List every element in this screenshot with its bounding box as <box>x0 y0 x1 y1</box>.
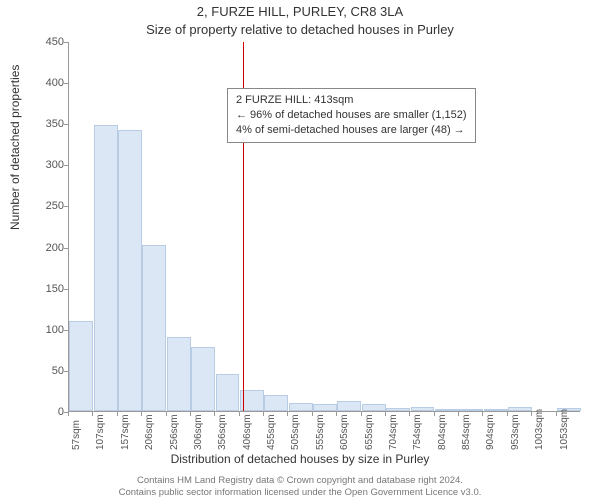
x-axis-label: Distribution of detached houses by size … <box>0 452 600 466</box>
y-tick-mark <box>64 289 68 290</box>
x-tick-mark <box>434 412 435 416</box>
histogram-bar <box>459 409 483 411</box>
y-tick-mark <box>64 371 68 372</box>
x-tick-label: 1003sqm <box>534 409 545 450</box>
y-tick-label: 450 <box>34 36 64 48</box>
histogram-bar <box>264 395 288 411</box>
x-tick-mark <box>361 412 362 416</box>
y-axis-label: Number of detached properties <box>8 65 22 230</box>
x-tick-mark <box>336 412 337 416</box>
x-tick-label: 356sqm <box>217 414 228 450</box>
y-tick-label: 400 <box>34 77 64 89</box>
x-tick-label: 605sqm <box>339 414 350 450</box>
x-tick-label: 57sqm <box>71 420 82 450</box>
x-tick-mark <box>287 412 288 416</box>
y-tick-mark <box>64 124 68 125</box>
y-tick-label: 100 <box>34 324 64 336</box>
x-tick-mark <box>385 412 386 416</box>
x-tick-label: 107sqm <box>95 414 106 450</box>
x-tick-mark <box>190 412 191 416</box>
histogram-bar <box>362 404 386 411</box>
x-tick-label: 256sqm <box>169 414 180 450</box>
x-tick-mark <box>166 412 167 416</box>
histogram-bar <box>142 245 166 411</box>
histogram-bar <box>216 374 240 411</box>
x-tick-label: 1053sqm <box>559 409 570 450</box>
info-box: 2 FURZE HILL: 413sqm ← 96% of detached h… <box>227 88 476 143</box>
x-tick-label: 804sqm <box>437 414 448 450</box>
y-tick-mark <box>64 83 68 84</box>
x-tick-mark <box>531 412 532 416</box>
x-tick-mark <box>263 412 264 416</box>
histogram-bar <box>484 409 508 411</box>
footer-line-2: Contains public sector information licen… <box>0 487 600 498</box>
histogram-bar <box>411 407 435 411</box>
x-tick-mark <box>312 412 313 416</box>
footer: Contains HM Land Registry data © Crown c… <box>0 475 600 498</box>
histogram-bar <box>118 130 142 411</box>
y-tick-mark <box>64 248 68 249</box>
x-tick-label: 306sqm <box>193 414 204 450</box>
x-tick-mark <box>556 412 557 416</box>
x-tick-mark <box>507 412 508 416</box>
x-tick-label: 406sqm <box>242 414 253 450</box>
histogram-bar <box>435 409 459 411</box>
y-tick-label: 250 <box>34 200 64 212</box>
x-tick-label: 904sqm <box>485 414 496 450</box>
x-tick-mark <box>141 412 142 416</box>
histogram-bar <box>337 401 361 411</box>
x-tick-label: 704sqm <box>388 414 399 450</box>
histogram-bar <box>167 337 191 411</box>
y-tick-mark <box>64 206 68 207</box>
y-tick-label: 0 <box>34 406 64 418</box>
y-tick-mark <box>64 165 68 166</box>
x-tick-label: 854sqm <box>461 414 472 450</box>
y-tick-mark <box>64 330 68 331</box>
x-tick-mark <box>117 412 118 416</box>
footer-line-1: Contains HM Land Registry data © Crown c… <box>0 475 600 486</box>
info-line-smaller: ← 96% of detached houses are smaller (1,… <box>236 108 467 123</box>
chart-title: 2, FURZE HILL, PURLEY, CR8 3LA <box>0 4 600 19</box>
x-tick-mark <box>92 412 93 416</box>
histogram-bar <box>386 408 410 411</box>
x-tick-label: 505sqm <box>290 414 301 450</box>
x-tick-mark <box>409 412 410 416</box>
x-tick-label: 953sqm <box>510 414 521 450</box>
x-tick-label: 754sqm <box>412 414 423 450</box>
info-line-larger: 4% of semi-detached houses are larger (4… <box>236 123 467 138</box>
y-tick-label: 200 <box>34 242 64 254</box>
x-tick-mark <box>68 412 69 416</box>
x-tick-label: 206sqm <box>144 414 155 450</box>
histogram-bar <box>94 125 118 411</box>
x-tick-label: 555sqm <box>315 414 326 450</box>
x-tick-label: 455sqm <box>266 414 277 450</box>
y-tick-label: 50 <box>34 365 64 377</box>
x-tick-label: 157sqm <box>120 414 131 450</box>
y-tick-label: 300 <box>34 159 64 171</box>
x-tick-mark <box>214 412 215 416</box>
x-tick-mark <box>458 412 459 416</box>
plot-area: 2 FURZE HILL: 413sqm ← 96% of detached h… <box>68 42 580 412</box>
y-tick-label: 350 <box>34 118 64 130</box>
chart-subtitle: Size of property relative to detached ho… <box>0 22 600 37</box>
x-tick-mark <box>482 412 483 416</box>
x-tick-mark <box>239 412 240 416</box>
info-line-highlight: 2 FURZE HILL: 413sqm <box>236 93 467 108</box>
histogram-bar <box>313 404 337 411</box>
y-tick-label: 150 <box>34 283 64 295</box>
y-tick-mark <box>64 42 68 43</box>
chart-container: 2, FURZE HILL, PURLEY, CR8 3LA Size of p… <box>0 0 600 500</box>
x-tick-label: 655sqm <box>364 414 375 450</box>
histogram-bar <box>69 321 93 411</box>
histogram-bar <box>289 403 313 411</box>
histogram-bar <box>508 407 532 411</box>
histogram-bar <box>191 347 215 411</box>
